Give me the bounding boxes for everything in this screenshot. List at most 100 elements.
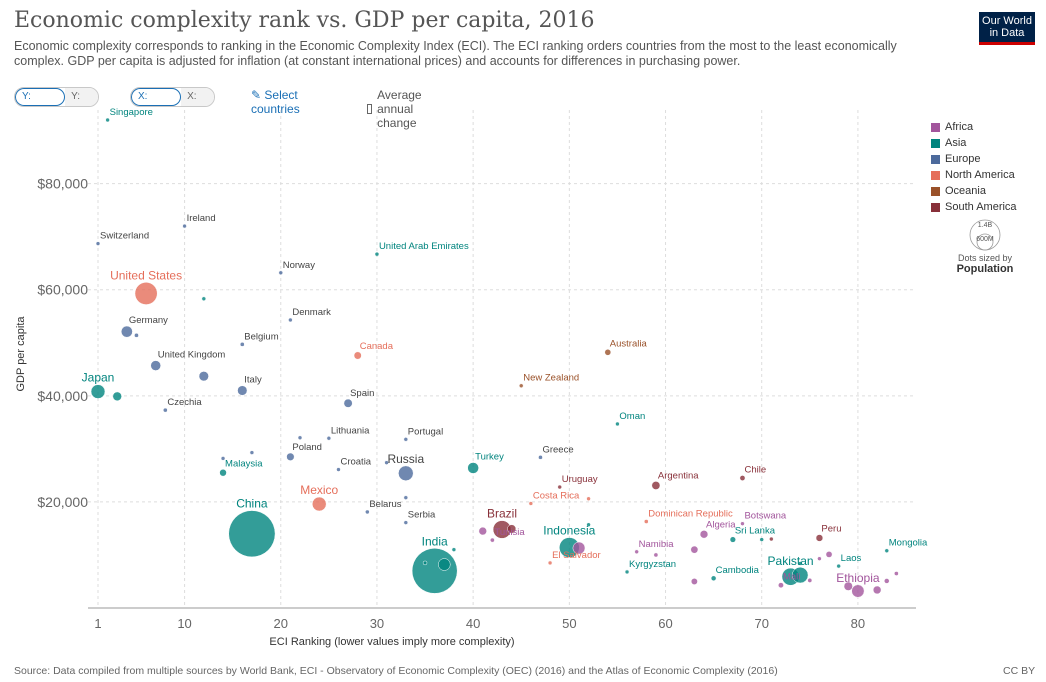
data-point[interactable] [729,536,736,543]
data-point-label: Serbia [408,510,436,521]
data-point[interactable] [644,519,649,524]
data-point[interactable] [836,563,841,569]
data-point[interactable] [451,547,457,552]
data-point[interactable] [105,117,110,123]
data-point[interactable] [403,495,409,500]
data-point[interactable] [112,391,122,402]
average-annual-change-checkbox[interactable]: Average annual change [367,88,426,130]
data-point[interactable] [538,455,543,460]
data-point[interactable] [219,469,227,477]
data-point[interactable] [353,351,362,360]
data-point[interactable] [478,526,487,536]
data-point[interactable] [690,578,698,585]
legend-item-north-america[interactable]: North America [931,167,1017,183]
data-point[interactable] [739,475,746,481]
data-point[interactable] [528,501,534,506]
data-point[interactable] [843,581,853,591]
data-point[interactable] [228,510,276,558]
data-point[interactable] [438,558,451,571]
x-linear-button[interactable]: X: LINEAR [131,88,182,106]
data-point[interactable] [518,383,524,388]
data-point[interactable] [403,520,409,525]
data-point[interactable] [163,407,168,413]
data-point[interactable] [604,349,612,356]
data-point[interactable] [778,582,784,589]
data-point[interactable] [398,465,414,481]
select-countries-button[interactable]: ✎ Select countries [251,88,300,116]
data-point[interactable] [759,537,764,542]
data-point[interactable] [326,436,332,441]
data-point[interactable] [651,481,661,490]
data-point[interactable] [572,541,586,555]
data-point[interactable] [95,241,101,246]
data-point[interactable] [422,560,428,566]
data-point[interactable] [249,450,255,455]
data-point[interactable] [220,456,226,461]
data-point[interactable] [90,384,106,399]
data-point[interactable] [547,560,553,566]
data-point[interactable] [690,545,699,554]
data-point[interactable] [815,534,824,542]
data-point[interactable] [586,522,591,527]
data-point[interactable] [312,496,327,512]
data-point[interactable] [894,571,899,576]
x-axis-label: ECI Ranking (lower values imply more com… [269,636,514,648]
data-point[interactable] [792,566,809,584]
data-point[interactable] [634,549,639,555]
data-point[interactable] [134,282,158,305]
data-point[interactable] [150,360,161,371]
data-point[interactable] [624,569,630,575]
data-point[interactable] [699,530,709,539]
data-point[interactable] [884,578,890,584]
data-point[interactable] [825,551,833,558]
data-point[interactable] [374,251,380,257]
data-point-label: Ethiopia [836,571,880,585]
data-point[interactable] [278,270,284,276]
data-point[interactable] [507,524,517,534]
data-point[interactable] [557,484,562,490]
data-point-label: Croatia [340,457,371,468]
data-point[interactable] [586,496,591,501]
data-point-label: Laos [841,553,862,564]
data-point[interactable] [411,548,458,594]
data-point[interactable] [365,509,370,515]
owid-logo[interactable]: Our World in Data [979,12,1035,45]
legend-item-oceania[interactable]: Oceania [931,183,1017,199]
data-point[interactable] [237,385,248,396]
data-point[interactable] [182,223,187,229]
data-point[interactable] [884,548,890,553]
data-point[interactable] [817,556,822,561]
data-point[interactable] [807,578,813,583]
legend-item-africa[interactable]: Africa [931,119,1017,135]
y-log-button[interactable]: Y: LOG [65,88,99,106]
data-point[interactable] [797,561,803,566]
data-point[interactable] [384,460,389,465]
data-point[interactable] [653,552,659,558]
x-log-button[interactable]: X: LOG [181,88,215,106]
data-point[interactable] [134,333,139,338]
data-point[interactable] [872,585,882,595]
data-point[interactable] [467,462,479,474]
data-point[interactable] [403,437,409,442]
data-point[interactable] [769,536,774,542]
license-link[interactable]: CC BY [1003,665,1036,677]
legend-item-asia[interactable]: Asia [931,135,1017,151]
data-point-label: India [422,534,448,548]
y-linear-button[interactable]: Y: LINEAR [15,88,66,106]
data-point[interactable] [490,537,495,543]
data-point[interactable] [343,398,353,408]
data-point[interactable] [198,371,209,382]
data-point[interactable] [297,435,303,440]
data-point[interactable] [120,325,133,338]
legend-item-south-america[interactable]: South America [931,199,1017,215]
data-point[interactable] [710,575,717,582]
data-point[interactable] [740,521,745,526]
data-point[interactable] [288,317,293,323]
data-point[interactable] [336,467,341,472]
data-point[interactable] [201,296,207,302]
legend-item-europe[interactable]: Europe [931,151,1017,167]
data-point[interactable] [239,342,245,347]
data-point[interactable] [851,584,865,598]
data-point[interactable] [286,452,295,461]
data-point[interactable] [615,421,620,427]
